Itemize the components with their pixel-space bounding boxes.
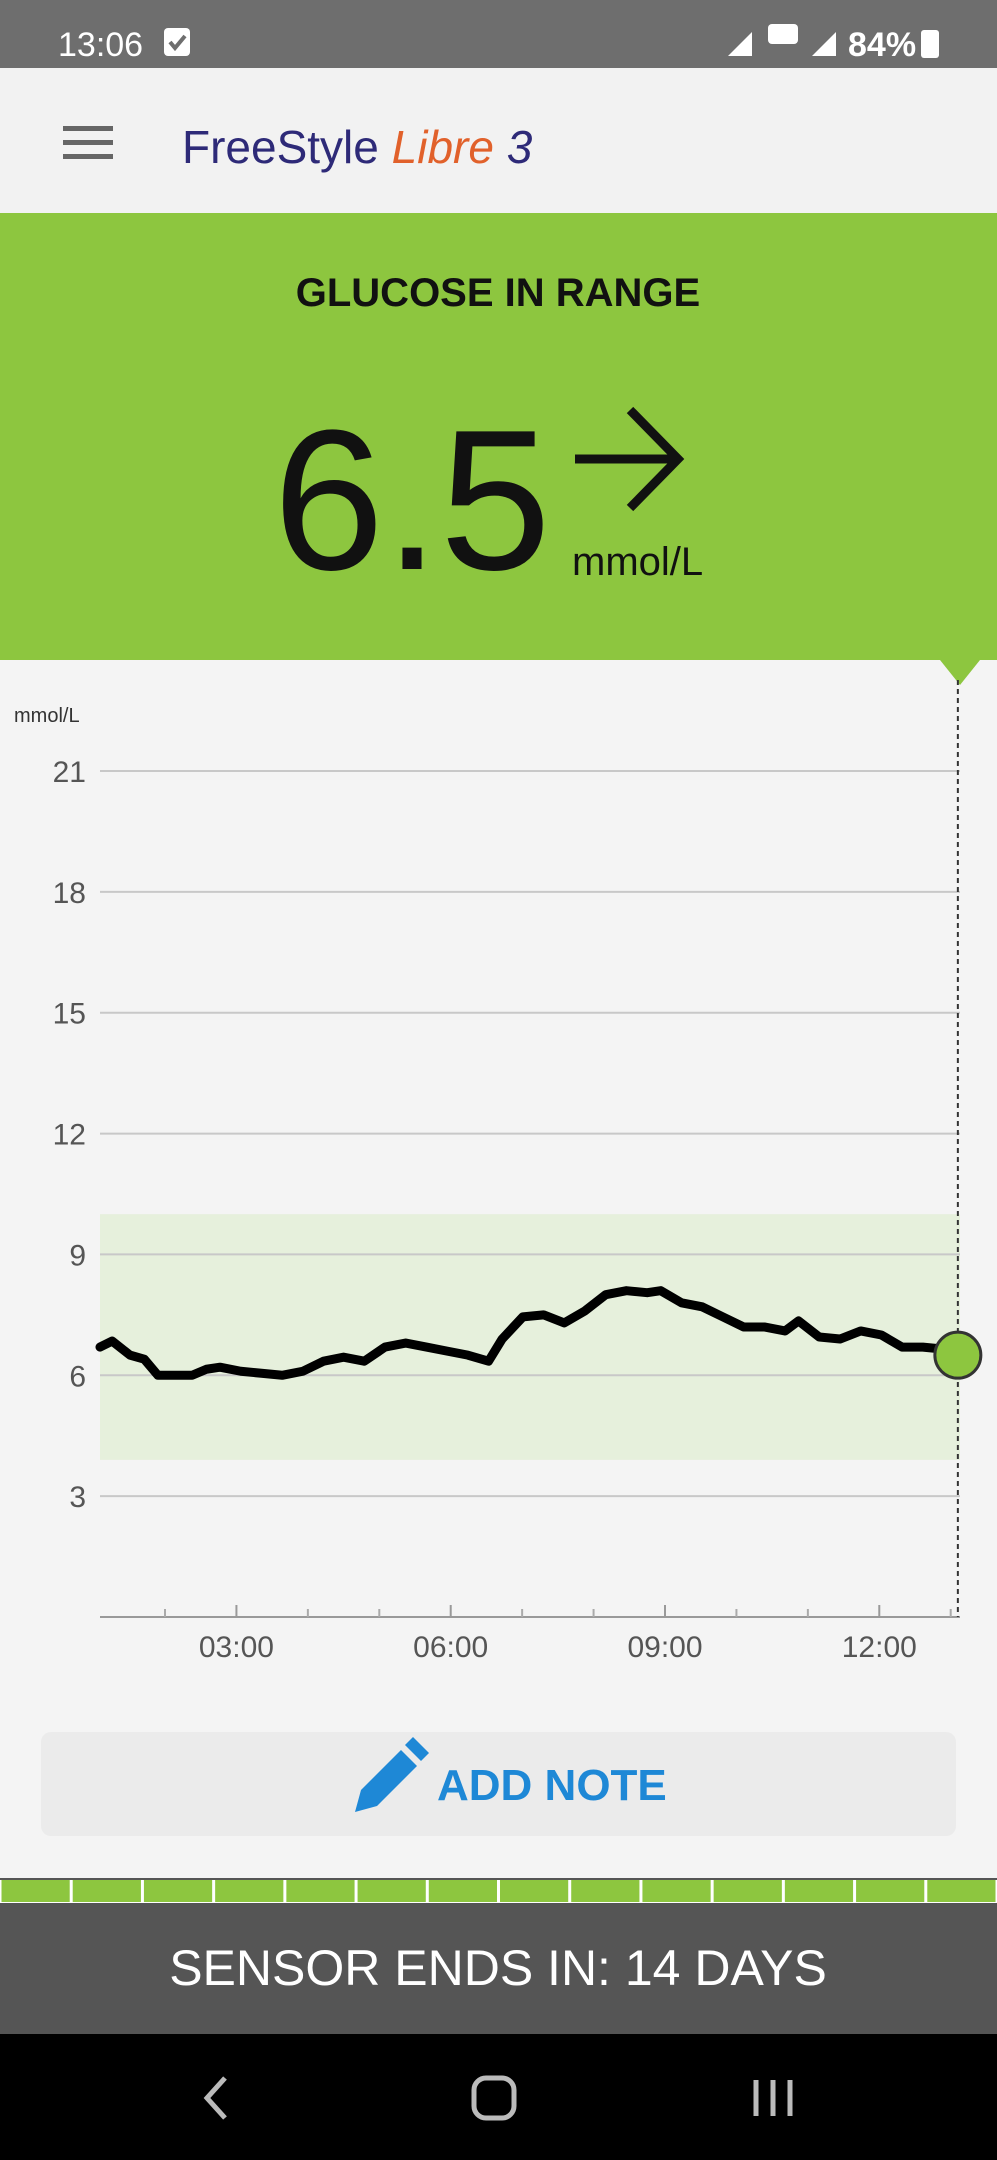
add-note-label: ADD NOTE bbox=[437, 1761, 667, 1810]
nav-bar bbox=[0, 2034, 997, 2160]
progress-segment bbox=[428, 1880, 497, 1902]
glucose-status: GLUCOSE IN RANGE bbox=[296, 271, 700, 315]
x-tick-label: 09:00 bbox=[627, 1631, 702, 1664]
progress-segment bbox=[143, 1880, 213, 1902]
progress-segment bbox=[357, 1880, 426, 1902]
y-tick-label: 21 bbox=[53, 756, 86, 789]
progress-segment bbox=[571, 1880, 640, 1902]
check bbox=[168, 34, 187, 52]
pointer bbox=[940, 660, 980, 685]
battery-text: 84% bbox=[848, 26, 916, 64]
add-note-button[interactable] bbox=[41, 1732, 956, 1836]
y-tick-label: 18 bbox=[53, 877, 86, 910]
network-icon bbox=[768, 24, 798, 44]
status-time: 13:06 bbox=[58, 26, 143, 64]
sensor-text: SENSOR ENDS IN: 14 DAYS bbox=[169, 1940, 827, 1996]
y-tick-label: 15 bbox=[53, 998, 86, 1031]
progress-segment bbox=[286, 1880, 355, 1902]
progress-bg bbox=[0, 1878, 997, 1880]
progress-segment bbox=[500, 1880, 569, 1902]
glucose-line bbox=[95, 1286, 949, 1380]
current-reading-dot bbox=[933, 1330, 983, 1380]
progress-segment bbox=[642, 1880, 711, 1902]
y-tick-label: 6 bbox=[69, 1360, 86, 1393]
app-header bbox=[0, 68, 997, 213]
trend-arrow bbox=[575, 406, 685, 512]
notification-icon bbox=[164, 28, 190, 56]
y-tick-label: 9 bbox=[69, 1239, 86, 1272]
glucose-unit: mmol/L bbox=[572, 540, 703, 584]
logo-brand: FreeStyle bbox=[182, 121, 379, 173]
logo-product: Libre bbox=[392, 121, 494, 173]
x-tick-label: 03:00 bbox=[199, 1631, 274, 1664]
progress-segment bbox=[927, 1880, 996, 1902]
x-tick-label: 06:00 bbox=[413, 1631, 488, 1664]
nav-home[interactable] bbox=[471, 2075, 517, 2121]
glucose-value: 6.5 bbox=[273, 389, 551, 612]
sensor-bar bbox=[0, 1903, 997, 2034]
progress-segment bbox=[713, 1880, 782, 1902]
sensor-progress bbox=[0, 1878, 997, 1902]
signal-icons bbox=[728, 32, 836, 56]
y-tick-label: 3 bbox=[69, 1481, 86, 1514]
progress-segment bbox=[856, 1880, 925, 1902]
glucose-chart: mmol/L 3 6 9 12 15 18 21 03:00 06:00 09:00 12:00 bbox=[14, 680, 983, 1664]
battery-icon bbox=[921, 30, 939, 58]
pencil-icon bbox=[355, 1737, 429, 1812]
nav-back[interactable] bbox=[203, 2076, 227, 2120]
y-tick-label: 12 bbox=[53, 1119, 86, 1152]
menu-button[interactable] bbox=[63, 126, 113, 159]
progress-segment bbox=[784, 1880, 854, 1902]
progress-segment bbox=[215, 1880, 284, 1902]
progress-segment bbox=[1, 1880, 70, 1902]
nav-recents[interactable] bbox=[753, 2080, 793, 2116]
progress-segment bbox=[72, 1880, 141, 1902]
logo: FreeStyle Libre 3 bbox=[182, 121, 533, 173]
logo-version: 3 bbox=[507, 121, 533, 173]
reading-panel bbox=[0, 213, 997, 660]
y-axis-label: mmol/L bbox=[14, 705, 80, 727]
x-tick-label: 12:00 bbox=[842, 1631, 917, 1664]
